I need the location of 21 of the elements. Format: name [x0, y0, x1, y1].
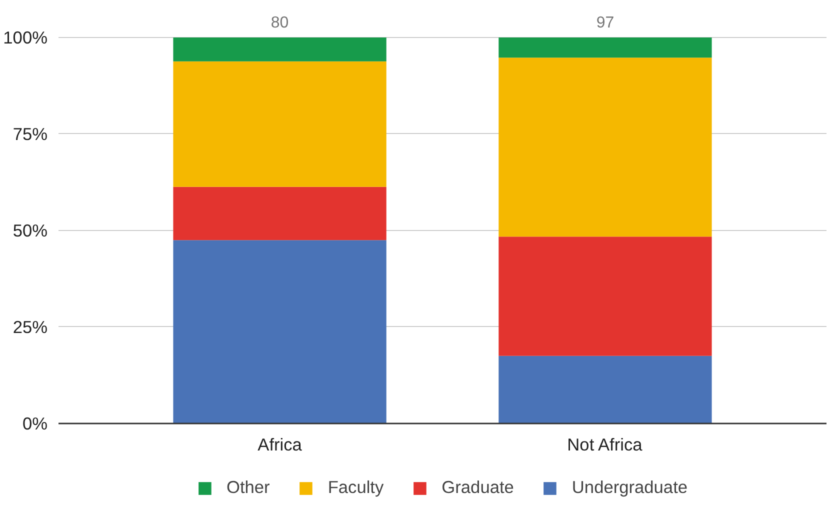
bar [173, 38, 386, 62]
bar [173, 186, 386, 240]
bar [173, 61, 386, 187]
legend-label: Other [226, 477, 270, 498]
bar [498, 236, 712, 356]
bar [498, 38, 712, 58]
y-tick-label: 0% [22, 413, 48, 434]
y-tick-label: 100% [3, 28, 48, 48]
annotation: 97 [596, 14, 614, 32]
y-tick-label: 25% [12, 316, 48, 337]
x-tick-label: Africa [258, 434, 302, 454]
y-tick-label: 50% [12, 220, 48, 240]
legend-label: Undergraduate [572, 477, 688, 498]
bar [173, 240, 386, 424]
legend-label: Faculty [328, 477, 384, 498]
bar [498, 356, 712, 424]
x-tick-label: Not Africa [567, 434, 643, 454]
annotation: 80 [270, 14, 289, 32]
legend-label: Graduate [442, 477, 514, 498]
bar [498, 58, 712, 237]
y-tick-label: 75% [12, 124, 48, 144]
